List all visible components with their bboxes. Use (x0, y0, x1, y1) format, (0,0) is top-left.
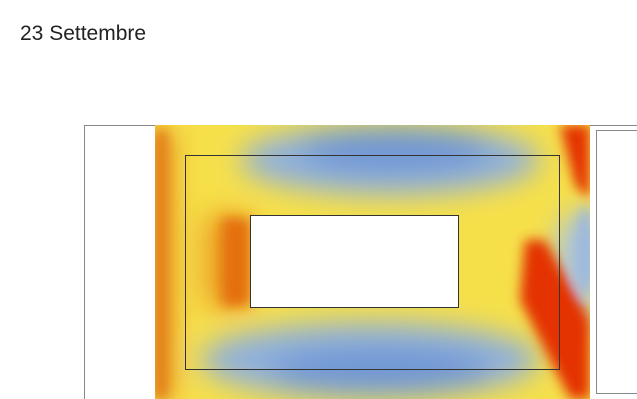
inner-outline (185, 155, 560, 370)
side-panel (596, 130, 637, 394)
title: 23 Settembre (20, 22, 147, 45)
hole (250, 215, 459, 308)
